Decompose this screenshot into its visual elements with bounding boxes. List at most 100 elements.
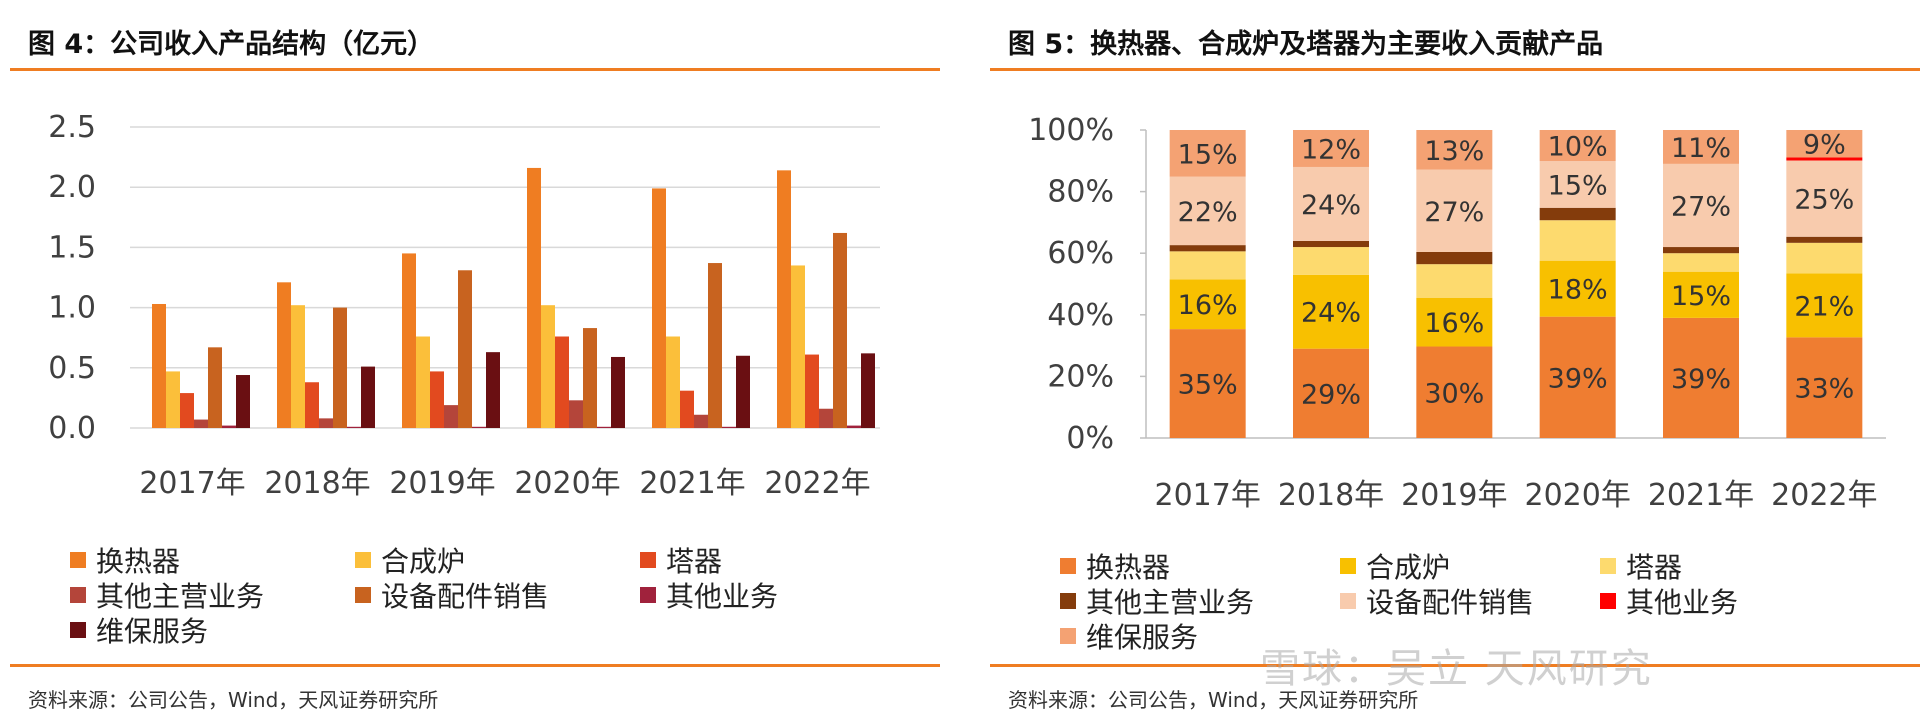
legend-label: 其他主营业务	[1086, 586, 1255, 619]
figure-5-top-rule	[990, 68, 1920, 71]
legend-item: 其他业务	[1600, 581, 1738, 621]
bar	[333, 307, 347, 428]
legend-label: 其他主营业务	[96, 580, 265, 613]
legend-label: 设备配件销售	[381, 580, 550, 613]
bar	[291, 305, 305, 428]
bar	[597, 426, 611, 428]
stacked-segment	[1169, 130, 1246, 177]
x-tick-label: 2022年	[764, 466, 870, 501]
stacked-segment	[1786, 130, 1863, 158]
bar	[472, 426, 486, 428]
stacked-segment	[1663, 317, 1739, 438]
stacked-segment	[1663, 163, 1739, 248]
y-tick-label: 80%	[1047, 175, 1114, 210]
legend-label: 合成炉	[381, 545, 466, 578]
bar	[791, 265, 805, 428]
legend-label: 塔器	[1626, 551, 1683, 584]
stacked-segment	[1786, 236, 1863, 243]
bar	[861, 353, 875, 428]
legend-label: 设备配件销售	[1366, 586, 1535, 619]
stacked-segment	[1293, 166, 1369, 241]
legend-label: 换热器	[1086, 551, 1171, 584]
stacked-segment	[1293, 348, 1369, 438]
data-label: 15%	[1671, 281, 1731, 312]
legend-swatch	[1600, 558, 1616, 574]
data-label: 12%	[1301, 134, 1361, 165]
data-label: 39%	[1548, 363, 1608, 394]
bar	[166, 371, 180, 428]
legend-item: 合成炉	[1340, 546, 1450, 586]
data-label: 30%	[1424, 378, 1484, 409]
x-tick-label: 2018年	[1278, 478, 1384, 513]
stacked-segment	[1416, 251, 1493, 265]
bar	[583, 328, 597, 428]
stacked-segment	[1539, 130, 1616, 162]
bar	[666, 336, 680, 428]
stacked-segment	[1539, 207, 1616, 221]
stacked-segment	[1663, 271, 1739, 318]
data-label: 25%	[1794, 185, 1854, 216]
stacked-segment	[1539, 260, 1616, 317]
y-tick-label: 100%	[1028, 113, 1114, 148]
stacked-segment	[1539, 316, 1616, 438]
stacked-segment	[1416, 264, 1493, 298]
bar	[680, 390, 694, 428]
figure-4-panel: 图 4：公司收入产品结构（亿元） 0.0 0.5 1.0 1.5 2.0 2.5 2017年…	[0, 0, 940, 722]
bar	[541, 305, 555, 428]
bar	[833, 232, 847, 428]
data-label: 11%	[1671, 133, 1731, 164]
legend-label: 其他业务	[666, 580, 779, 613]
x-tick-label: 2021年	[639, 466, 745, 501]
bar	[347, 426, 361, 428]
bar	[180, 393, 194, 428]
x-tick-label: 2021年	[1648, 478, 1754, 513]
bar	[694, 414, 708, 428]
figure-5-panel: 图 5：换热器、合成炉及塔器为主要收入贡献产品 0% 20% 40% 60% 80% 10…	[980, 0, 1920, 722]
stacked-segment	[1663, 130, 1739, 164]
bar	[458, 270, 472, 428]
data-label: 24%	[1301, 298, 1361, 329]
bar	[194, 419, 208, 428]
legend-swatch	[1060, 628, 1076, 644]
bar	[208, 347, 222, 428]
legend-swatch	[70, 552, 86, 568]
legend-label: 维保服务	[1086, 621, 1199, 654]
legend-label: 合成炉	[1366, 551, 1451, 584]
x-tick-label: 2017年	[1154, 478, 1260, 513]
stacked-segment	[1416, 130, 1493, 170]
bar	[722, 426, 736, 428]
stacked-segment	[1786, 337, 1863, 438]
legend-item: 维保服务	[70, 610, 208, 650]
figure-5-title: 图 5：换热器、合成炉及塔器为主要收入贡献产品	[1008, 29, 1604, 60]
y-tick-label: 0.5	[48, 351, 96, 386]
legend-item: 塔器	[640, 540, 722, 580]
data-label: 29%	[1301, 379, 1361, 410]
stacked-segment	[1539, 220, 1616, 261]
figure-4-bar-chart: 0.0 0.5 1.0 1.5 2.0 2.5 2017年 2018年 2019年 2020年 20…	[48, 110, 880, 501]
legend-label: 塔器	[666, 545, 723, 578]
watermark: 雪球：吴立 天风研究	[1260, 646, 1653, 692]
stacked-segment	[1169, 279, 1246, 330]
x-tick-label: 2018年	[264, 466, 370, 501]
stacked-segment	[1786, 242, 1863, 274]
bar	[236, 375, 250, 428]
legend-item: 换热器	[1060, 546, 1170, 586]
stacked-segment	[1169, 329, 1246, 438]
bar	[416, 336, 430, 428]
data-label: 10%	[1548, 132, 1608, 163]
bar	[819, 408, 833, 428]
legend-item: 塔器	[1600, 546, 1682, 586]
stacked-segment	[1169, 245, 1246, 252]
data-label: 9%	[1803, 130, 1846, 161]
y-tick-label: 2.0	[48, 170, 96, 205]
stacked-segment	[1663, 247, 1739, 254]
bar	[847, 425, 861, 428]
stacked-segment	[1786, 160, 1863, 237]
x-tick-label: 2019年	[1401, 478, 1507, 513]
bar	[555, 336, 569, 428]
legend-swatch	[70, 622, 86, 638]
legend-item: 设备配件销售	[1340, 581, 1534, 621]
legend-swatch	[1060, 593, 1076, 609]
x-tick-label: 2019年	[389, 466, 495, 501]
stacked-segment	[1293, 240, 1369, 248]
